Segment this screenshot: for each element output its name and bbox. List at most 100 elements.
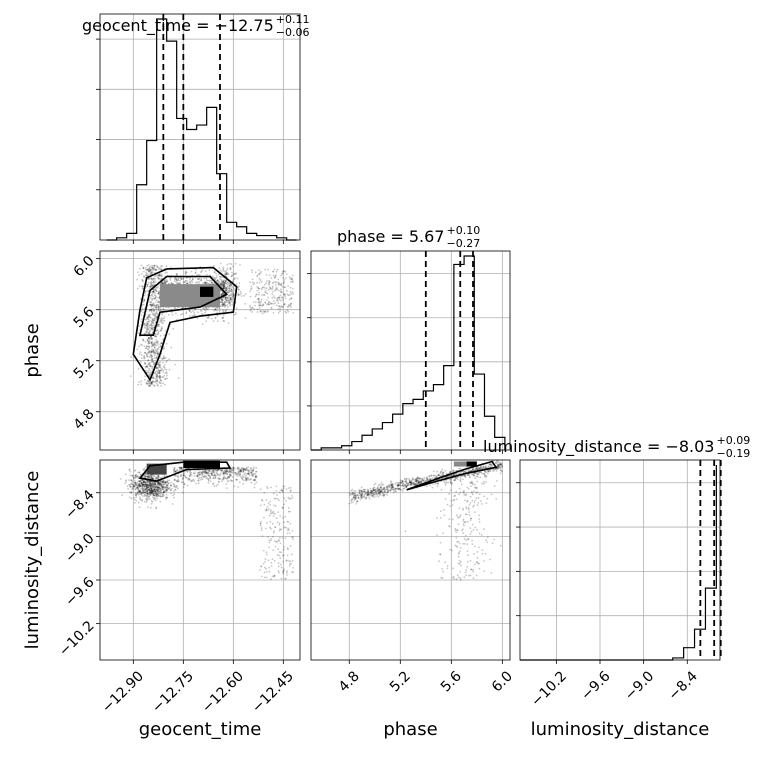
cloud-phase-vs-geocent_time-stem-point — [154, 371, 157, 374]
cloud-phase-vs-geocent_time-stem-point — [146, 318, 148, 320]
cloud-phase-vs-geocent_time-band-point — [222, 280, 225, 283]
cloud-phase-vs-geocent_time-stem-point — [161, 368, 163, 370]
cloud-phase-vs-geocent_time-stem-point — [147, 351, 150, 354]
cloud-phase-vs-geocent_time-stem-point — [138, 274, 141, 276]
cloud-phase-vs-geocent_time-stem-point — [162, 376, 165, 379]
cloud-phase-vs-geocent_time-band-point — [186, 282, 189, 285]
cloud-phase-vs-geocent_time-band-point — [182, 277, 185, 279]
cloud-phase-vs-geocent_time-tail-point — [260, 270, 263, 273]
cloud-phase-vs-geocent_time-tail-point — [249, 290, 252, 292]
cloud-phase-vs-geocent_time-stem-point — [151, 381, 154, 384]
cloud-phase-vs-geocent_time-band-point — [163, 281, 166, 284]
cloud-phase-vs-geocent_time-stem-point — [151, 299, 153, 301]
cloud-luminosity_distance-vs-geocent_time-core-point — [141, 498, 144, 501]
cloud-phase-vs-geocent_time-stem-point — [157, 325, 159, 328]
cloud-luminosity_distance-vs-geocent_time-tail-point — [265, 508, 268, 511]
cloud-phase-vs-geocent_time-edge-point — [231, 286, 234, 289]
cloud-phase-vs-geocent_time-stem-point — [157, 366, 160, 369]
cloud-phase-vs-geocent_time-tail-point — [285, 273, 288, 275]
cloud-luminosity_distance-vs-phase-ridge-point — [436, 470, 439, 473]
cloud-phase-vs-geocent_time-band-point — [197, 277, 200, 280]
cloud-phase-vs-geocent_time-band-point — [175, 273, 178, 275]
cloud-phase-vs-geocent_time-edge-point — [227, 285, 229, 287]
cloud-phase-vs-geocent_time-stem-point — [157, 285, 160, 288]
cloud-phase-vs-geocent_time-stem-point — [149, 304, 152, 306]
cloud-phase-vs-geocent_time-stem-point — [151, 295, 154, 298]
cloud-phase-vs-geocent_time-stem-point — [165, 361, 168, 363]
cloud-luminosity_distance-vs-geocent_time-band-point — [222, 470, 225, 473]
cloud-luminosity_distance-vs-geocent_time-tail-point — [259, 569, 261, 571]
cloud-phase-vs-geocent_time-tail-point — [262, 312, 264, 315]
cloud-luminosity_distance-vs-geocent_time-tail-point — [282, 572, 285, 575]
cloud-phase-vs-geocent_time-edge-point — [228, 289, 231, 292]
cloud-luminosity_distance-vs-geocent_time-tail-point — [267, 536, 269, 538]
cloud-phase-vs-geocent_time-band-point — [220, 290, 223, 292]
cloud-phase-vs-geocent_time-stem-point — [160, 384, 163, 387]
cloud-luminosity_distance-vs-geocent_time-core-point — [159, 489, 162, 492]
cloud-phase-vs-geocent_time-stem-point — [147, 268, 150, 271]
cloud-luminosity_distance-vs-geocent_time-core-point — [137, 471, 139, 474]
cloud-luminosity_distance-vs-geocent_time-core-point — [139, 481, 141, 483]
cloud-phase-vs-geocent_time-stem-point — [145, 352, 147, 355]
cloud-luminosity_distance-vs-geocent_time-tail-point — [260, 520, 262, 523]
cloud-phase-vs-geocent_time-tail-point — [254, 304, 256, 307]
cloud-phase-vs-geocent_time-band-point — [221, 309, 224, 311]
cloud-luminosity_distance-vs-geocent_time-core-point — [155, 507, 158, 510]
cloud-luminosity_distance-vs-geocent_time-band-point — [213, 485, 216, 488]
cloud-phase-vs-geocent_time-stem-point — [156, 329, 159, 331]
cloud-phase-vs-geocent_time-stem-point — [149, 381, 152, 384]
cloud-phase-vs-geocent_time-stem-point — [162, 356, 165, 359]
cloud-phase-vs-geocent_time-edge-point — [226, 297, 229, 300]
cloud-luminosity_distance-vs-geocent_time-band-point — [196, 475, 199, 478]
cloud-luminosity_distance-vs-geocent_time-tail-point — [278, 571, 280, 574]
cloud-phase-vs-geocent_time-stem-point — [148, 337, 150, 340]
cloud-luminosity_distance-vs-geocent_time-tail-point — [268, 539, 270, 542]
cloud-phase-vs-geocent_time-band-point — [198, 277, 201, 280]
cloud-luminosity_distance-vs-geocent_time-core-point — [144, 500, 146, 503]
cloud-phase-vs-geocent_time-stem-point — [155, 310, 158, 313]
cloud-phase-vs-geocent_time-stem-point — [150, 342, 153, 345]
cloud-luminosity_distance-vs-geocent_time-core-point — [131, 474, 134, 477]
cloud-phase-vs-geocent_time-edge-point — [223, 285, 226, 287]
cloud-luminosity_distance-vs-geocent_time-band-point — [177, 478, 180, 481]
cloud-phase-vs-geocent_time-edge-point — [226, 296, 229, 299]
cloud-phase-vs-geocent_time-stem-point — [129, 375, 132, 377]
cloud-phase-vs-geocent_time-stem-point — [150, 309, 152, 311]
cloud-phase-vs-geocent_time-stem-point — [157, 331, 160, 333]
cloud-luminosity_distance-vs-geocent_time-tail-point — [277, 570, 280, 572]
cloud-phase-vs-geocent_time-edge-point — [231, 271, 233, 274]
cloud-luminosity_distance-vs-geocent_time-band-point — [201, 478, 204, 480]
cloud-phase-vs-geocent_time-stem-point — [153, 294, 156, 296]
cloud-phase-vs-geocent_time-band-point — [197, 274, 200, 277]
cloud-luminosity_distance-vs-geocent_time-tail-point — [264, 560, 266, 563]
cloud-phase-vs-geocent_time-stem-point — [155, 286, 158, 289]
cloud-phase-vs-geocent_time-tail-point — [268, 283, 270, 286]
cloud-phase-vs-geocent_time-tail-point — [276, 281, 278, 284]
cloud-luminosity_distance-vs-geocent_time-band-point — [226, 480, 229, 483]
cloud-phase-vs-geocent_time-stem-point — [156, 274, 159, 277]
cloud-phase-vs-geocent_time-tail-point — [266, 292, 269, 295]
cloud-phase-vs-geocent_time-edge-point — [219, 262, 222, 265]
cloud-phase-vs-geocent_time-band-point — [160, 309, 163, 312]
cloud-phase-vs-geocent_time-stem-point — [151, 357, 153, 360]
cloud-luminosity_distance-vs-phase-ridge-point — [445, 481, 448, 483]
cloud-luminosity_distance-vs-phase-ridge-point — [361, 490, 363, 492]
cloud-phase-vs-geocent_time-edge-point — [222, 284, 224, 286]
cloud-luminosity_distance-vs-phase-ridge-point — [348, 502, 351, 505]
cloud-phase-vs-geocent_time-band-point — [224, 305, 227, 307]
cloud-phase-vs-geocent_time-stem-point — [155, 370, 158, 373]
cloud-phase-vs-geocent_time-stem-point — [163, 320, 166, 322]
cloud-phase-vs-geocent_time-stem-point — [156, 378, 159, 381]
cloud-phase-vs-geocent_time-stem-point — [153, 309, 155, 311]
cloud-phase-vs-geocent_time-stem-point — [155, 307, 158, 310]
cloud-phase-vs-geocent_time-edge-point — [230, 288, 233, 291]
cloud-phase-vs-geocent_time-edge-point — [215, 272, 218, 275]
cloud-phase-vs-geocent_time-stem-point — [151, 324, 154, 327]
cloud-phase-vs-geocent_time-tail-point — [274, 288, 277, 291]
cloud-phase-vs-geocent_time-stem-point — [158, 381, 161, 384]
cloud-phase-vs-geocent_time-tail-point — [266, 280, 268, 282]
cloud-phase-vs-geocent_time-stem-point — [152, 344, 155, 347]
cloud-phase-vs-geocent_time-stem-point — [153, 266, 156, 269]
cloud-phase-vs-geocent_time-tail-point — [269, 287, 272, 290]
cloud-luminosity_distance-vs-geocent_time-core-point — [159, 500, 162, 503]
